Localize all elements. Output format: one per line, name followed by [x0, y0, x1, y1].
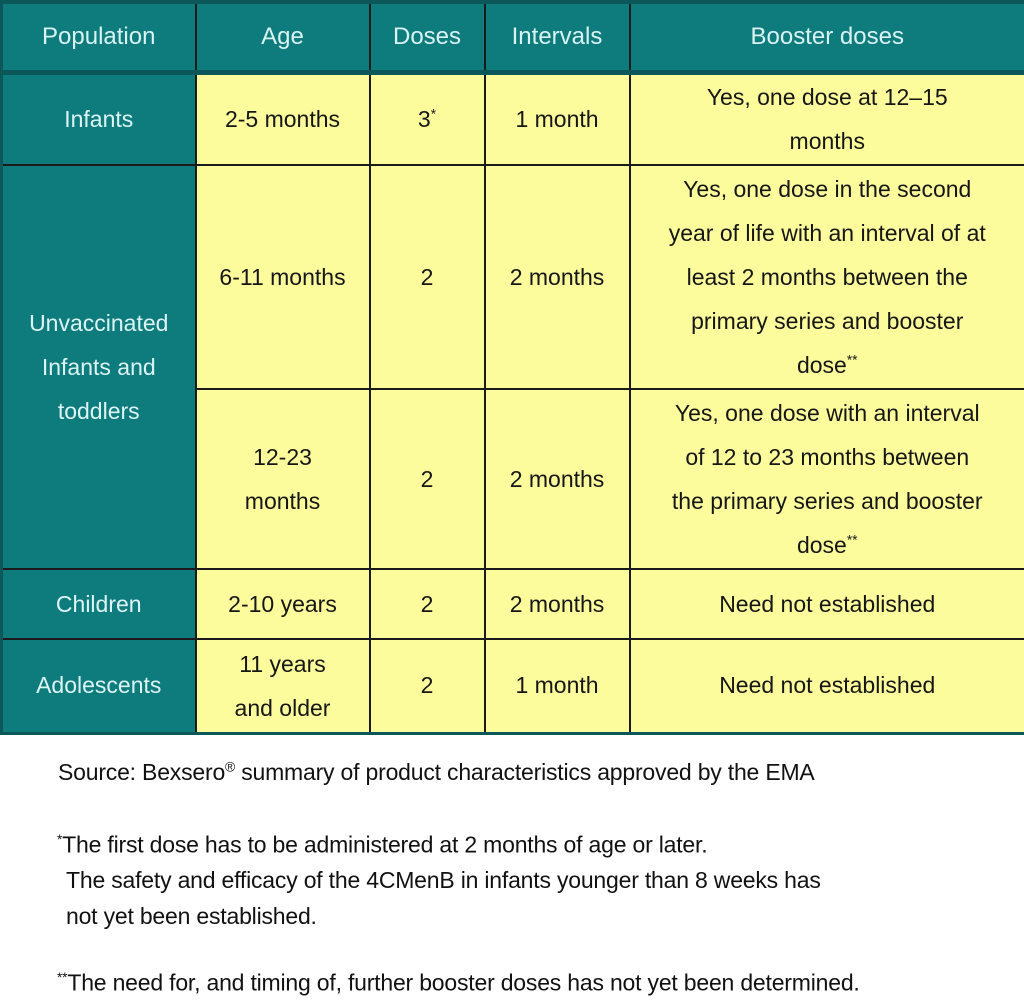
interval-cell: 2 months	[485, 165, 630, 389]
footnote-text: The first dose has to be administered at…	[62, 831, 707, 857]
age-cell: 2-10 years	[196, 569, 370, 639]
booster-line: dose**	[635, 523, 1021, 567]
booster-line: Yes, one dose in the second	[635, 167, 1021, 211]
booster-cell: Yes, one dose with an interval of 12 to …	[630, 389, 1024, 569]
footnote-first-dose: *The first dose has to be administered a…	[57, 822, 1024, 935]
registered-trademark-symbol: ®	[225, 759, 235, 774]
header-cell-population: Population	[2, 2, 196, 72]
population-cell: Children	[2, 569, 196, 639]
footnote-text: not yet been established.	[57, 898, 1024, 934]
age-cell: 11 years and older	[196, 639, 370, 733]
footnote-marker: **	[57, 970, 67, 985]
population-cell: Infants	[2, 72, 196, 165]
table-footer: Source: Bexsero® summary of product char…	[0, 759, 1024, 1001]
footnote-line: *The first dose has to be administered a…	[57, 822, 1024, 863]
doses-cell: 2	[370, 165, 485, 389]
booster-line: dose**	[635, 343, 1021, 387]
table-row-children: Children 2-10 years 2 2 months Need not …	[2, 569, 1024, 639]
booster-line: year of life with an interval of at	[635, 211, 1021, 255]
source-text: Source: Bexsero	[58, 759, 225, 785]
source-text-suffix: summary of product characteristics appro…	[235, 759, 815, 785]
age-line: months	[201, 479, 365, 523]
population-line: Infants and	[7, 345, 191, 389]
booster-line-text: dose	[797, 352, 847, 378]
population-line: toddlers	[7, 389, 191, 433]
booster-line: of 12 to 23 months between	[635, 435, 1021, 479]
population-line: Unvaccinated	[7, 301, 191, 345]
header-cell-intervals: Intervals	[485, 2, 630, 72]
footnote-marker: *	[431, 106, 436, 121]
doses-cell: 2	[370, 389, 485, 569]
header-cell-booster-doses: Booster doses	[630, 2, 1024, 72]
doses-value: 3	[418, 106, 431, 132]
booster-line-text: dose	[797, 532, 847, 558]
age-cell: 6-11 months	[196, 165, 370, 389]
booster-cell: Need not established	[630, 639, 1024, 733]
booster-line: least 2 months between the	[635, 255, 1021, 299]
table-row-adolescents: Adolescents 11 years and older 2 1 month…	[2, 639, 1024, 733]
dosing-schedule-table: Population Age Doses Intervals Booster d…	[0, 0, 1024, 735]
interval-cell: 2 months	[485, 569, 630, 639]
interval-cell: 1 month	[485, 639, 630, 733]
footnote-marker: **	[847, 352, 858, 367]
age-line: 12-23	[201, 435, 365, 479]
header-cell-age: Age	[196, 2, 370, 72]
doses-cell: 3*	[370, 72, 485, 165]
age-line: 11 years	[201, 642, 365, 686]
population-cell-unvaccinated: Unvaccinated Infants and toddlers	[2, 165, 196, 569]
booster-cell: Need not established	[630, 569, 1024, 639]
interval-cell: 1 month	[485, 72, 630, 165]
booster-cell: Yes, one dose in the second year of life…	[630, 165, 1024, 389]
header-row: Population Age Doses Intervals Booster d…	[2, 2, 1024, 72]
doses-cell: 2	[370, 639, 485, 733]
booster-cell: Yes, one dose at 12–15 months	[630, 72, 1024, 165]
booster-line: months	[635, 119, 1021, 163]
table-row-infants: Infants 2-5 months 3* 1 month Yes, one d…	[2, 72, 1024, 165]
population-cell: Adolescents	[2, 639, 196, 733]
footnote-text: The safety and efficacy of the 4CMenB in…	[57, 862, 1024, 898]
footnote-marker: **	[847, 532, 858, 547]
booster-line: the primary series and booster	[635, 479, 1021, 523]
age-cell: 2-5 months	[196, 72, 370, 165]
footnote-text: The need for, and timing of, further boo…	[67, 970, 859, 996]
booster-line: Yes, one dose at 12–15	[635, 75, 1021, 119]
table-row-6-11-months: Unvaccinated Infants and toddlers 6-11 m…	[2, 165, 1024, 389]
booster-line: Yes, one dose with an interval	[635, 391, 1021, 435]
booster-line: primary series and booster	[635, 299, 1021, 343]
source-line: Source: Bexsero® summary of product char…	[58, 759, 1024, 786]
age-cell: 12-23 months	[196, 389, 370, 569]
header-cell-doses: Doses	[370, 2, 485, 72]
age-line: and older	[201, 686, 365, 730]
doses-cell: 2	[370, 569, 485, 639]
interval-cell: 2 months	[485, 389, 630, 569]
